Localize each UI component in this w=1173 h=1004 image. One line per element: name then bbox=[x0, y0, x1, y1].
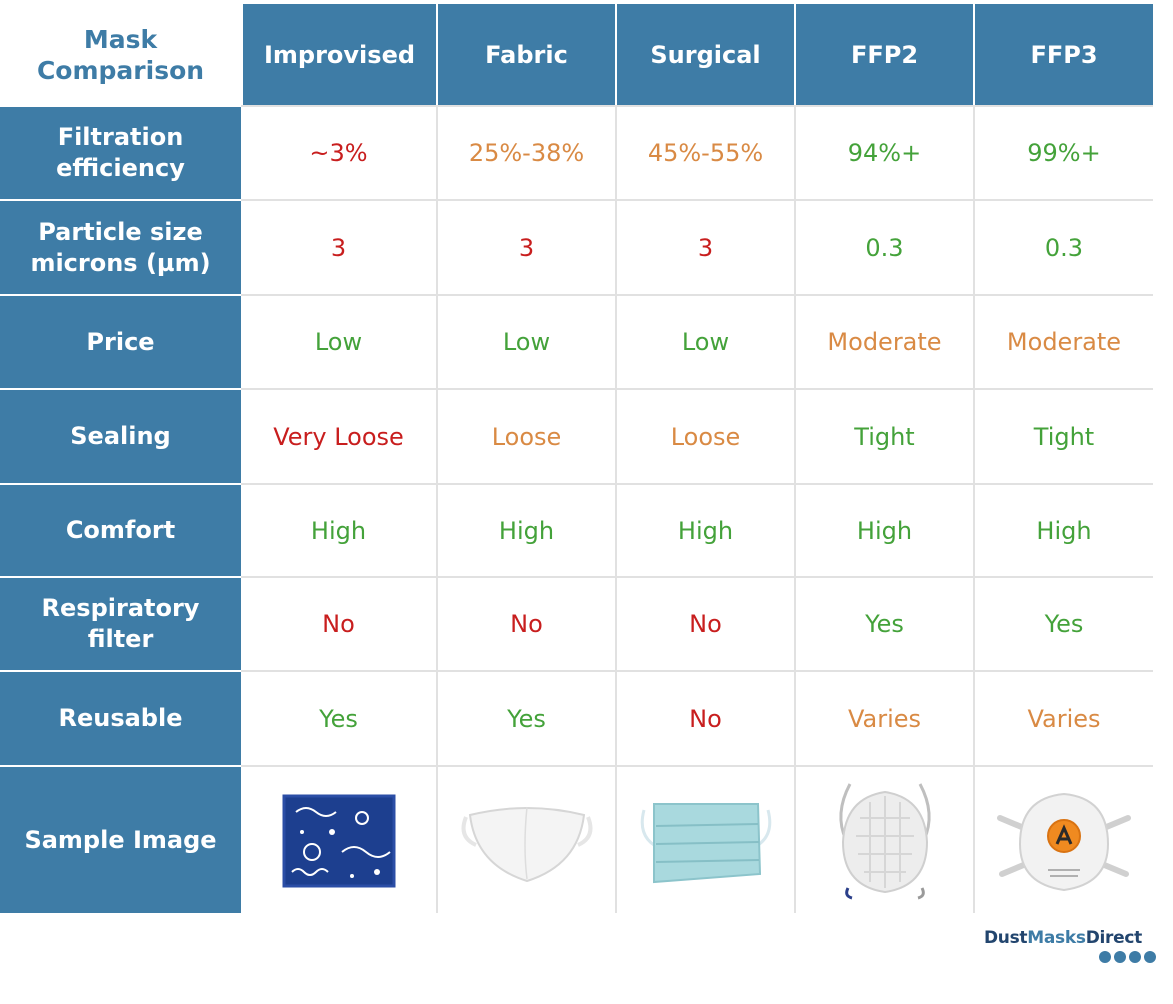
table-cell: High bbox=[436, 483, 615, 576]
table-title: Mask Comparison bbox=[0, 4, 241, 105]
table-cell: 3 bbox=[241, 199, 436, 294]
column-header-ffp2: FFP2 bbox=[794, 4, 973, 105]
table-cell: Loose bbox=[615, 388, 794, 483]
bandana-icon bbox=[282, 794, 395, 888]
bandana-image bbox=[241, 765, 436, 913]
logo-wordmark: DustMasksDirect bbox=[984, 928, 1142, 948]
logo-dots-icon bbox=[1099, 951, 1156, 963]
table-cell: ~3% bbox=[241, 105, 436, 199]
column-header-surgical: Surgical bbox=[615, 4, 794, 105]
row-header-reusable: Reusable bbox=[0, 670, 241, 765]
column-header-improvised: Improvised bbox=[241, 4, 436, 105]
table-cell: 45%-55% bbox=[615, 105, 794, 199]
table-cell: Moderate bbox=[794, 294, 973, 388]
table-cell: No bbox=[436, 576, 615, 670]
ffp3-mask-icon bbox=[997, 792, 1131, 892]
column-header-ffp3: FFP3 bbox=[973, 4, 1153, 105]
table-title-text: Mask Comparison bbox=[36, 24, 205, 85]
row-header-comfort: Comfort bbox=[0, 483, 241, 576]
ffp2-mask-icon bbox=[838, 783, 931, 900]
table-cell: Very Loose bbox=[241, 388, 436, 483]
table-cell: High bbox=[241, 483, 436, 576]
table-cell: Low bbox=[436, 294, 615, 388]
row-header-sealing: Sealing bbox=[0, 388, 241, 483]
table-cell: Yes bbox=[241, 670, 436, 765]
table-cell: Varies bbox=[794, 670, 973, 765]
surgical-mask-icon bbox=[640, 803, 771, 884]
table-cell: 94%+ bbox=[794, 105, 973, 199]
fabric-mask-icon bbox=[461, 806, 592, 883]
table-cell: 0.3 bbox=[973, 199, 1153, 294]
surgical-mask-image bbox=[615, 765, 794, 913]
table-cell: 3 bbox=[615, 199, 794, 294]
table-cell: 3 bbox=[436, 199, 615, 294]
row-header-price: Price bbox=[0, 294, 241, 388]
row-header-respiratory-filter: Respiratory filter bbox=[0, 576, 241, 670]
row-header-filtration: Filtration efficiency bbox=[0, 105, 241, 199]
table-cell: Varies bbox=[973, 670, 1153, 765]
table-cell: No bbox=[615, 576, 794, 670]
ffp3-mask-image bbox=[973, 765, 1153, 913]
row-header-particle-size: Particle size microns (µm) bbox=[0, 199, 241, 294]
table-cell: Yes bbox=[794, 576, 973, 670]
table-cell: Low bbox=[241, 294, 436, 388]
table-cell: No bbox=[241, 576, 436, 670]
ffp2-mask-image bbox=[794, 765, 973, 913]
table-cell: 25%-38% bbox=[436, 105, 615, 199]
table-cell: High bbox=[615, 483, 794, 576]
table-cell: 0.3 bbox=[794, 199, 973, 294]
table-cell: 99%+ bbox=[973, 105, 1153, 199]
table-cell: Yes bbox=[973, 576, 1153, 670]
table-cell: Tight bbox=[794, 388, 973, 483]
dust-masks-direct-logo: DustMasksDirect bbox=[984, 928, 1159, 968]
table-cell: High bbox=[794, 483, 973, 576]
table-cell: Loose bbox=[436, 388, 615, 483]
row-header-sample-image: Sample Image bbox=[0, 765, 241, 913]
table-cell: No bbox=[615, 670, 794, 765]
table-cell: Low bbox=[615, 294, 794, 388]
comparison-table: Mask Comparison Improvised Fabric Surgic… bbox=[0, 4, 1153, 913]
table-cell: Tight bbox=[973, 388, 1153, 483]
column-header-fabric: Fabric bbox=[436, 4, 615, 105]
fabric-mask-image bbox=[436, 765, 615, 913]
table-cell: Yes bbox=[436, 670, 615, 765]
table-cell: High bbox=[973, 483, 1153, 576]
table-cell: Moderate bbox=[973, 294, 1153, 388]
